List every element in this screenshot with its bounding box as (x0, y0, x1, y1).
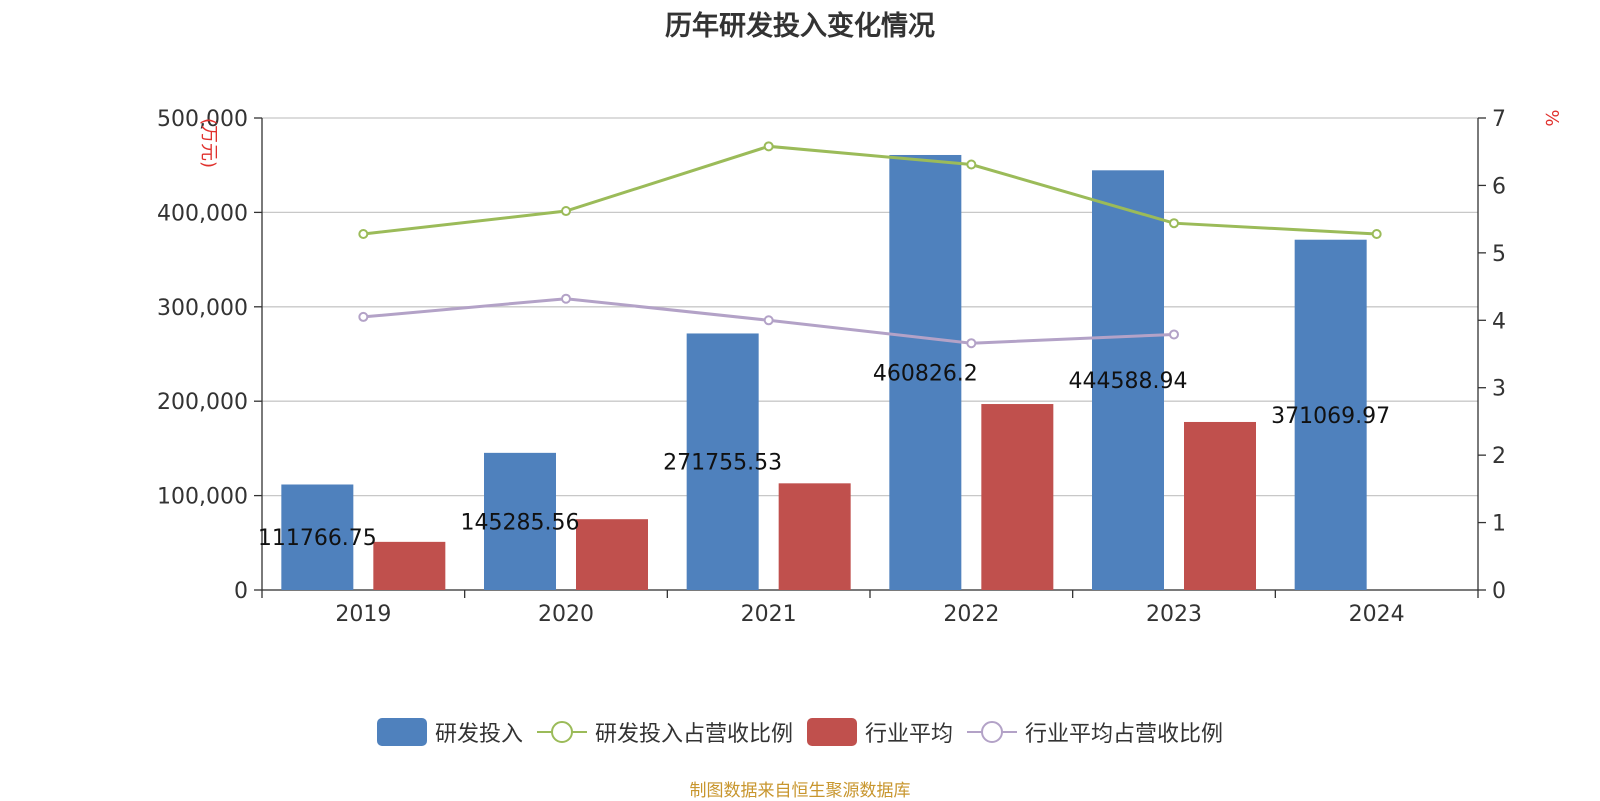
point-industry-ratio (966, 338, 977, 349)
bar-industry-average (1184, 421, 1256, 590)
right-tick-label: 0 (1492, 579, 1506, 604)
legend-label-industry-average: 行业平均 (865, 722, 954, 747)
bar-rd-investment (281, 484, 354, 590)
legend: 研发投入 研发投入占营收比例 行业平均 行业平均占营收比例 (0, 716, 1600, 748)
bar-rd-investment (889, 154, 962, 590)
x-tick-label: 2021 (741, 602, 797, 627)
left-tick-label: 500,000 (157, 107, 248, 132)
right-tick-label: 1 (1492, 512, 1506, 537)
legend-item-industry-ratio[interactable]: 行业平均占营收比例 (967, 716, 1223, 748)
legend-label-rd-investment: 研发投入 (434, 722, 523, 747)
right-tick-label: 5 (1492, 242, 1506, 267)
right-tick-label: 6 (1492, 174, 1506, 199)
point-rd-ratio (1371, 228, 1382, 239)
legend-marker (550, 721, 573, 743)
point-rd-ratio (1169, 218, 1179, 229)
data-label-rd-investment: 145285.56 (461, 510, 580, 535)
x-tick-label: 2020 (538, 602, 594, 627)
left-tick-label: 400,000 (157, 201, 248, 226)
legend-item-industry-average[interactable]: 行业平均 (807, 716, 953, 748)
bar-rd-investment (686, 333, 759, 590)
legend-item-rd-ratio[interactable]: 研发投入占营收比例 (536, 716, 793, 748)
legend-label-industry-ratio: 行业平均占营收比例 (1025, 722, 1224, 747)
bar-rd-investment (484, 452, 556, 590)
point-industry-ratio (763, 315, 774, 326)
point-rd-ratio (763, 141, 774, 152)
data-label-rd-investment: 460826.2 (873, 361, 978, 386)
left-tick-label: 0 (234, 579, 248, 604)
right-tick-label: 7 (1492, 107, 1506, 132)
point-industry-ratio (561, 293, 571, 304)
line-rd-ratio (363, 144, 1377, 236)
bar-industry-average (576, 519, 648, 590)
legend-item-rd-investment[interactable]: 研发投入 (376, 716, 523, 748)
x-tick-label: 2022 (943, 602, 999, 627)
chart-title: 历年研发投入变化情况 (665, 11, 935, 42)
point-industry-ratio (358, 311, 369, 322)
left-tick-label: 300,000 (157, 296, 248, 321)
legend-swatch-industry-average (807, 718, 857, 746)
point-industry-ratio (1169, 329, 1179, 340)
data-label-rd-investment: 111766.75 (258, 526, 377, 551)
bar-industry-average (373, 541, 446, 590)
right-tick-label: 2 (1492, 444, 1506, 469)
bar-industry-average (981, 404, 1054, 590)
left-tick-label: 100,000 (157, 485, 248, 510)
point-rd-ratio (966, 159, 977, 170)
data-label-rd-investment: 271755.53 (663, 451, 782, 476)
left-axis-label: (万元) (198, 118, 219, 168)
point-rd-ratio (358, 228, 369, 239)
x-tick-label: 2024 (1349, 602, 1405, 627)
legend-marker (981, 721, 1004, 743)
data-label-rd-investment: 444588.94 (1069, 369, 1188, 394)
legend-swatch-rd-investment (376, 718, 427, 746)
x-tick-label: 2023 (1146, 602, 1202, 627)
source-note: 制图数据来自恒生聚源数据库 (689, 781, 911, 801)
bar-industry-average (778, 483, 851, 590)
left-tick-label: 200,000 (157, 390, 248, 415)
legend-swatch-industry-ratio (967, 721, 1018, 743)
right-tick-label: 4 (1492, 309, 1506, 334)
data-label-rd-investment: 371069.97 (1271, 404, 1390, 429)
x-tick-label: 2019 (335, 602, 391, 627)
bar-rd-investment (1294, 239, 1367, 590)
bar-rd-investment (1092, 170, 1164, 590)
right-tick-label: 3 (1492, 377, 1506, 402)
legend-label-rd-ratio: 研发投入占营收比例 (594, 722, 793, 747)
legend-swatch-rd-ratio (536, 721, 587, 743)
right-axis-label: % (1541, 109, 1562, 126)
point-rd-ratio (561, 206, 571, 217)
